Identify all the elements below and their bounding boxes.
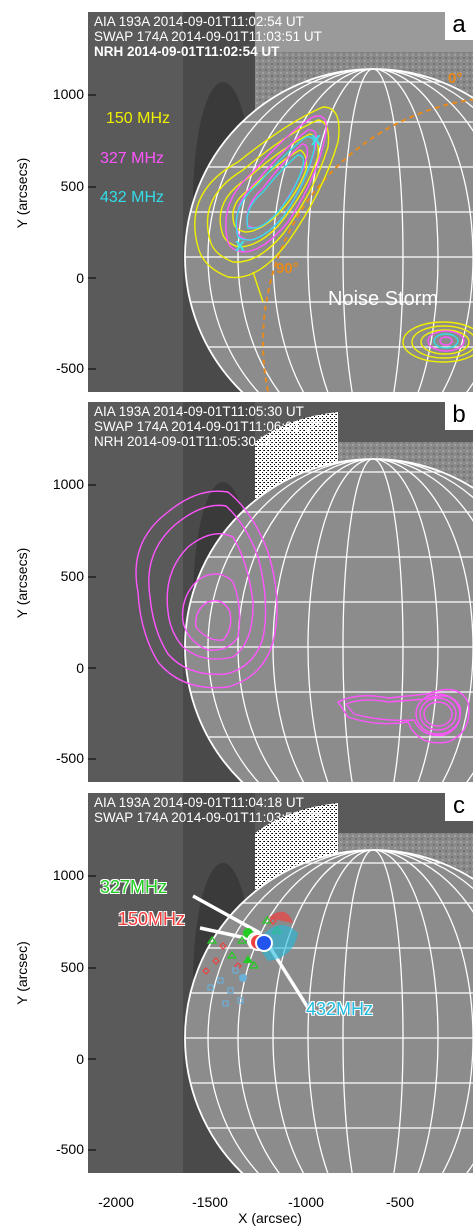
y-tick: 0 xyxy=(76,660,84,676)
y-axis-label: Y (arcsecs) xyxy=(14,547,30,619)
panel-a-letter: a xyxy=(445,12,473,40)
noise-storm-label: Noise Storm xyxy=(328,288,439,310)
freq-label-432: 432 MHz xyxy=(100,189,165,206)
panel-b-image: AIA 193A 2014-09-01T11:05:30 UT SWAP 174… xyxy=(88,402,473,782)
freq-label-327-c: 327MHz xyxy=(100,877,168,897)
x-marker-top: x xyxy=(311,129,322,149)
panel-b-header-nrh: NRH 2014-09-01T11:05:30 UT xyxy=(94,434,278,449)
y-axis-label: Y (arcsec) xyxy=(14,941,30,1005)
freq-label-150: 150 MHz xyxy=(106,110,171,127)
panel-a-header-nrh: NRH 2014-09-01T11:02:54 UT xyxy=(94,44,280,59)
panel-c-image: AIA 193A 2014-09-01T11:04:18 UT SWAP 174… xyxy=(88,793,473,1173)
panel-b-letter: b xyxy=(445,402,473,430)
panel-b-header-swap: SWAP 174A 2014-09-01T11:06:01 UT xyxy=(94,419,322,434)
panel-a-image: AIA 193A 2014-09-01T11:02:54 UT SWAP 174… xyxy=(88,12,473,392)
x-tick: -2000 xyxy=(98,1194,134,1210)
y-tick: 1000 xyxy=(52,867,84,883)
freq-label-432-c: 432MHz xyxy=(306,999,374,1019)
panel-a-header-aia: AIA 193A 2014-09-01T11:02:54 UT xyxy=(94,14,304,29)
y-tick: 1000 xyxy=(52,476,84,492)
y-tick: -500 xyxy=(55,1141,84,1157)
y-tick: 500 xyxy=(60,568,84,584)
x-marker-bottom: x xyxy=(235,235,246,255)
y-tick: 0 xyxy=(76,270,84,286)
y-tick: -500 xyxy=(55,360,84,376)
y-tick: 500 xyxy=(60,959,84,975)
y-axis-label: Y (arcsecs) xyxy=(14,157,30,229)
x-axis-label: X (arcsec) xyxy=(238,1210,302,1226)
panel-c-header-aia: AIA 193A 2014-09-01T11:04:18 UT xyxy=(94,795,304,810)
x-tick: -500 xyxy=(385,1194,415,1210)
panel-a-header-swap: SWAP 174A 2014-09-01T11:03:51 UT xyxy=(94,29,322,44)
freq-label-327: 327 MHz xyxy=(100,150,165,167)
y-tick: 0 xyxy=(76,1051,84,1067)
angle-label-0: 0° xyxy=(448,70,463,87)
x-tick: -1000 xyxy=(288,1194,324,1210)
panel-c-letter: c xyxy=(445,793,473,821)
y-tick: 1000 xyxy=(52,86,84,102)
x-tick: -1500 xyxy=(192,1194,228,1210)
freq-label-150-c: 150MHz xyxy=(118,909,186,929)
y-tick: 500 xyxy=(60,178,84,194)
y-tick: -500 xyxy=(55,750,84,766)
panel-b-header-aia: AIA 193A 2014-09-01T11:05:30 UT xyxy=(94,404,304,419)
panel-c-header-swap: SWAP 174A 2014-09-01T11:03:51 UT xyxy=(94,810,322,825)
angle-label-90: 90° xyxy=(276,260,299,277)
